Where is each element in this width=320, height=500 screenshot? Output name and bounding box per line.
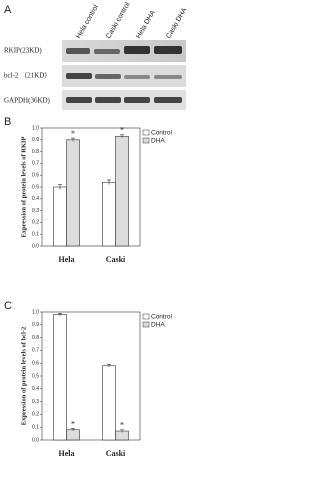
row-label: bcl-2 （21KD） xyxy=(4,72,51,80)
band xyxy=(66,73,92,79)
panel-letter: B xyxy=(4,116,11,128)
legend-swatch xyxy=(142,313,150,320)
y-axis-title: Expression of protein levels of RKIP xyxy=(20,136,27,237)
legend-label: Control xyxy=(151,314,173,321)
x-tick-label: Caski xyxy=(106,449,126,458)
x-tick-label: Caski xyxy=(106,255,126,264)
significance-mark: * xyxy=(71,419,75,428)
bar xyxy=(66,139,80,247)
band xyxy=(95,97,121,103)
legend-label: DHA xyxy=(151,138,165,145)
band xyxy=(66,97,92,103)
y-tick-label: 0.7 xyxy=(32,161,39,167)
error-bar xyxy=(107,364,111,368)
bar xyxy=(102,365,116,441)
y-tick-label: 0.0 xyxy=(32,243,39,249)
legend-label: Control xyxy=(151,130,173,137)
bar xyxy=(66,429,80,441)
y-tick-label: 0.8 xyxy=(32,149,39,155)
legend-swatch xyxy=(142,137,150,144)
significance-mark: * xyxy=(71,129,75,138)
y-tick-label: 0.6 xyxy=(32,361,39,367)
lane-label: Hela DHA xyxy=(135,9,157,40)
lane-label: Hela control xyxy=(75,4,100,40)
y-tick-label: 0.5 xyxy=(32,373,39,379)
bar xyxy=(53,314,67,441)
error-bar xyxy=(58,312,62,316)
row-label: GAPDH(36KD) xyxy=(4,97,51,105)
y-tick-label: 0.5 xyxy=(32,184,39,190)
y-tick-label: 0.3 xyxy=(32,208,39,214)
band xyxy=(154,75,182,79)
significance-mark: * xyxy=(120,126,124,135)
bar xyxy=(115,430,129,441)
y-axis-title: Expression of protein levels of bcl-2 xyxy=(20,327,27,426)
y-tick-label: 0.9 xyxy=(32,322,39,328)
bar xyxy=(115,135,129,247)
x-tick-label: Hela xyxy=(59,449,75,458)
legend-swatch xyxy=(142,129,150,136)
y-tick-label: 0.7 xyxy=(32,348,39,354)
panel-letter: C xyxy=(4,300,12,312)
bar xyxy=(102,181,116,247)
y-tick-label: 0.2 xyxy=(32,412,39,418)
error-bar xyxy=(120,134,124,138)
significance-mark: * xyxy=(120,421,124,430)
bar xyxy=(53,186,67,247)
y-tick-label: 0.2 xyxy=(32,220,39,226)
error-bar xyxy=(120,429,124,433)
band xyxy=(124,75,150,79)
x-tick-label: Hela xyxy=(59,255,75,264)
band xyxy=(66,48,90,54)
y-tick-label: 0.1 xyxy=(32,232,39,238)
y-tick-label: 0.4 xyxy=(32,196,39,202)
y-tick-label: 0.3 xyxy=(32,399,39,405)
band xyxy=(94,49,120,54)
lane-label: Caski control xyxy=(105,1,132,40)
error-bar xyxy=(71,428,75,432)
y-tick-label: 0.4 xyxy=(32,386,39,392)
legend-label: DHA xyxy=(151,322,165,329)
band xyxy=(124,97,150,103)
y-tick-label: 0.1 xyxy=(32,425,39,431)
y-tick-label: 0.0 xyxy=(32,437,39,443)
y-tick-label: 0.8 xyxy=(32,335,39,341)
band xyxy=(154,46,182,54)
error-bar xyxy=(58,184,62,190)
row-label: RKIP(23KD) xyxy=(4,47,42,55)
error-bar xyxy=(107,179,111,185)
band xyxy=(154,97,182,103)
y-tick-label: 1.0 xyxy=(32,125,39,131)
error-bar xyxy=(71,137,75,142)
y-tick-label: 0.6 xyxy=(32,173,39,179)
legend-swatch xyxy=(142,321,150,328)
lane-label: Caski DHA xyxy=(165,6,188,39)
y-tick-label: 0.9 xyxy=(32,137,39,143)
y-tick-label: 1.0 xyxy=(32,309,39,315)
panel-letter: A xyxy=(4,4,12,16)
band xyxy=(124,46,150,54)
band xyxy=(95,74,121,79)
blot-strip xyxy=(62,65,186,87)
figure: A Hela control Caski control Hela DHA Caski… xyxy=(4,1,189,458)
blot xyxy=(62,40,186,110)
